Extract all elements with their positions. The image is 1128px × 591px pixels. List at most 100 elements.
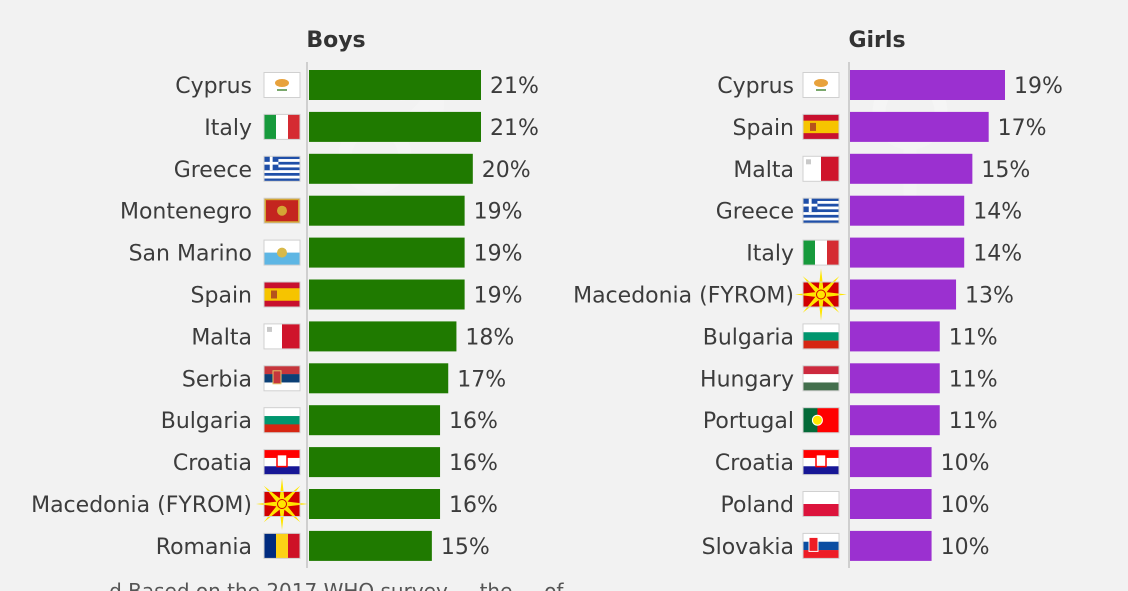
value-label: 15% bbox=[981, 158, 1030, 183]
bar bbox=[850, 530, 932, 561]
country-label: Spain bbox=[191, 284, 252, 309]
bulgaria-flag-icon bbox=[802, 323, 840, 350]
bar bbox=[309, 530, 432, 561]
bar bbox=[309, 321, 457, 352]
poland-flag-icon bbox=[802, 491, 840, 517]
country-label: Bulgaria bbox=[161, 409, 252, 434]
bar-row: Malta 15% bbox=[733, 153, 1030, 184]
bar bbox=[850, 489, 932, 519]
value-label: 19% bbox=[474, 242, 523, 267]
value-label: 16% bbox=[449, 451, 498, 476]
country-label: Croatia bbox=[173, 451, 252, 476]
value-label: 21% bbox=[490, 116, 539, 141]
romania-flag-icon bbox=[263, 532, 301, 559]
bar-row: Italy 14% bbox=[746, 237, 1022, 268]
country-label: Macedonia (FYROM) bbox=[31, 493, 252, 518]
country-label: Romania bbox=[156, 535, 252, 560]
boys-panel: Boys Cyprus 21% Italy 21% Greece 20% Montenegr… bbox=[31, 28, 539, 568]
country-label: Poland bbox=[721, 493, 794, 518]
bar-row: Greece 20% bbox=[174, 153, 531, 184]
female-symbol-icon bbox=[872, 74, 948, 208]
bulgaria-flag-icon bbox=[263, 407, 301, 434]
value-label: 11% bbox=[949, 325, 998, 350]
bar bbox=[309, 279, 465, 310]
macedonia-flag-icon bbox=[256, 478, 308, 530]
country-label: Cyprus bbox=[717, 74, 794, 99]
bar-row: San Marino 19% bbox=[129, 237, 523, 268]
bar bbox=[850, 321, 940, 352]
country-label: Greece bbox=[174, 158, 252, 183]
malta-flag-icon bbox=[263, 323, 301, 350]
value-label: 11% bbox=[949, 409, 998, 434]
footnote: ...d Based on the 2017 WHO survey ... th… bbox=[90, 579, 589, 591]
country-label: Montenegro bbox=[120, 200, 252, 225]
spain-flag-icon bbox=[263, 281, 301, 308]
country-label: Slovakia bbox=[702, 535, 794, 560]
bar-row: Portugal 11% bbox=[703, 405, 998, 436]
cyprus-flag-icon bbox=[263, 72, 301, 98]
portugal-flag-icon bbox=[802, 407, 840, 434]
cyprus-flag-icon bbox=[802, 72, 840, 98]
malta-flag-icon bbox=[802, 155, 840, 182]
bar-row: Italy 21% bbox=[204, 111, 539, 142]
bar-row: Croatia 16% bbox=[173, 447, 498, 478]
boys-rows: Cyprus 21%Italy 21%Greece 20%Montenegro 19%S… bbox=[31, 70, 539, 561]
bar-row: Malta 18% bbox=[191, 321, 514, 352]
country-label: Malta bbox=[191, 325, 252, 350]
girls-rows: Cyprus 19% Spain 17% Malta 15% Greece 14% Italy 1… bbox=[573, 70, 1063, 561]
value-label: 16% bbox=[449, 409, 498, 434]
bar-row: Bulgaria 11% bbox=[703, 321, 998, 352]
bar bbox=[850, 153, 973, 184]
bar-row: Montenegro 19% bbox=[120, 195, 523, 226]
bar bbox=[309, 237, 465, 268]
bar bbox=[850, 70, 1005, 100]
italy-flag-icon bbox=[263, 113, 301, 140]
value-label: 17% bbox=[457, 367, 506, 392]
value-label: 19% bbox=[474, 200, 523, 225]
macedonia-flag-icon bbox=[795, 268, 847, 321]
value-label: 14% bbox=[973, 200, 1022, 225]
country-label: Malta bbox=[733, 158, 794, 183]
value-label: 11% bbox=[949, 367, 998, 392]
bar bbox=[309, 363, 449, 394]
country-label: Macedonia (FYROM) bbox=[573, 284, 794, 309]
bar bbox=[309, 70, 481, 100]
bar-row: Bulgaria 16% bbox=[161, 405, 498, 436]
value-label: 10% bbox=[941, 451, 990, 476]
bar bbox=[850, 279, 957, 310]
value-label: 16% bbox=[449, 493, 498, 518]
country-label: Spain bbox=[733, 116, 794, 141]
bar bbox=[309, 153, 473, 184]
country-label: Italy bbox=[204, 116, 252, 141]
bar-row: Slovakia 10% bbox=[702, 530, 989, 561]
country-label: Cyprus bbox=[175, 74, 252, 99]
bar bbox=[309, 405, 441, 436]
slovakia-flag-icon bbox=[802, 532, 840, 559]
value-label: 19% bbox=[1014, 74, 1063, 99]
bar-row: Cyprus 19% bbox=[717, 70, 1063, 100]
country-label: Bulgaria bbox=[703, 325, 794, 350]
bar-row: Croatia 10% bbox=[715, 447, 990, 478]
bar bbox=[309, 447, 441, 478]
country-label: Italy bbox=[746, 242, 794, 267]
bar-row: Serbia 17% bbox=[182, 363, 506, 394]
montenegro-flag-icon bbox=[263, 197, 301, 224]
greece-flag-icon bbox=[802, 197, 840, 224]
value-label: 14% bbox=[973, 242, 1022, 267]
bar-row: Cyprus 21% bbox=[175, 70, 539, 100]
value-label: 13% bbox=[965, 284, 1014, 309]
country-label: Portugal bbox=[703, 409, 794, 434]
bar-row: Macedonia (FYROM) 13% bbox=[573, 268, 1014, 321]
bar-row: Macedonia (FYROM) 16% bbox=[31, 478, 498, 530]
value-label: 21% bbox=[490, 74, 539, 99]
bar bbox=[850, 405, 940, 436]
value-label: 19% bbox=[474, 284, 523, 309]
bar bbox=[309, 489, 441, 519]
bar-row: Poland 10% bbox=[721, 489, 990, 519]
value-label: 10% bbox=[941, 493, 990, 518]
boys-panel-title: Boys bbox=[306, 28, 365, 53]
country-label: Serbia bbox=[182, 367, 252, 392]
bar bbox=[309, 195, 465, 226]
bar bbox=[850, 447, 932, 478]
